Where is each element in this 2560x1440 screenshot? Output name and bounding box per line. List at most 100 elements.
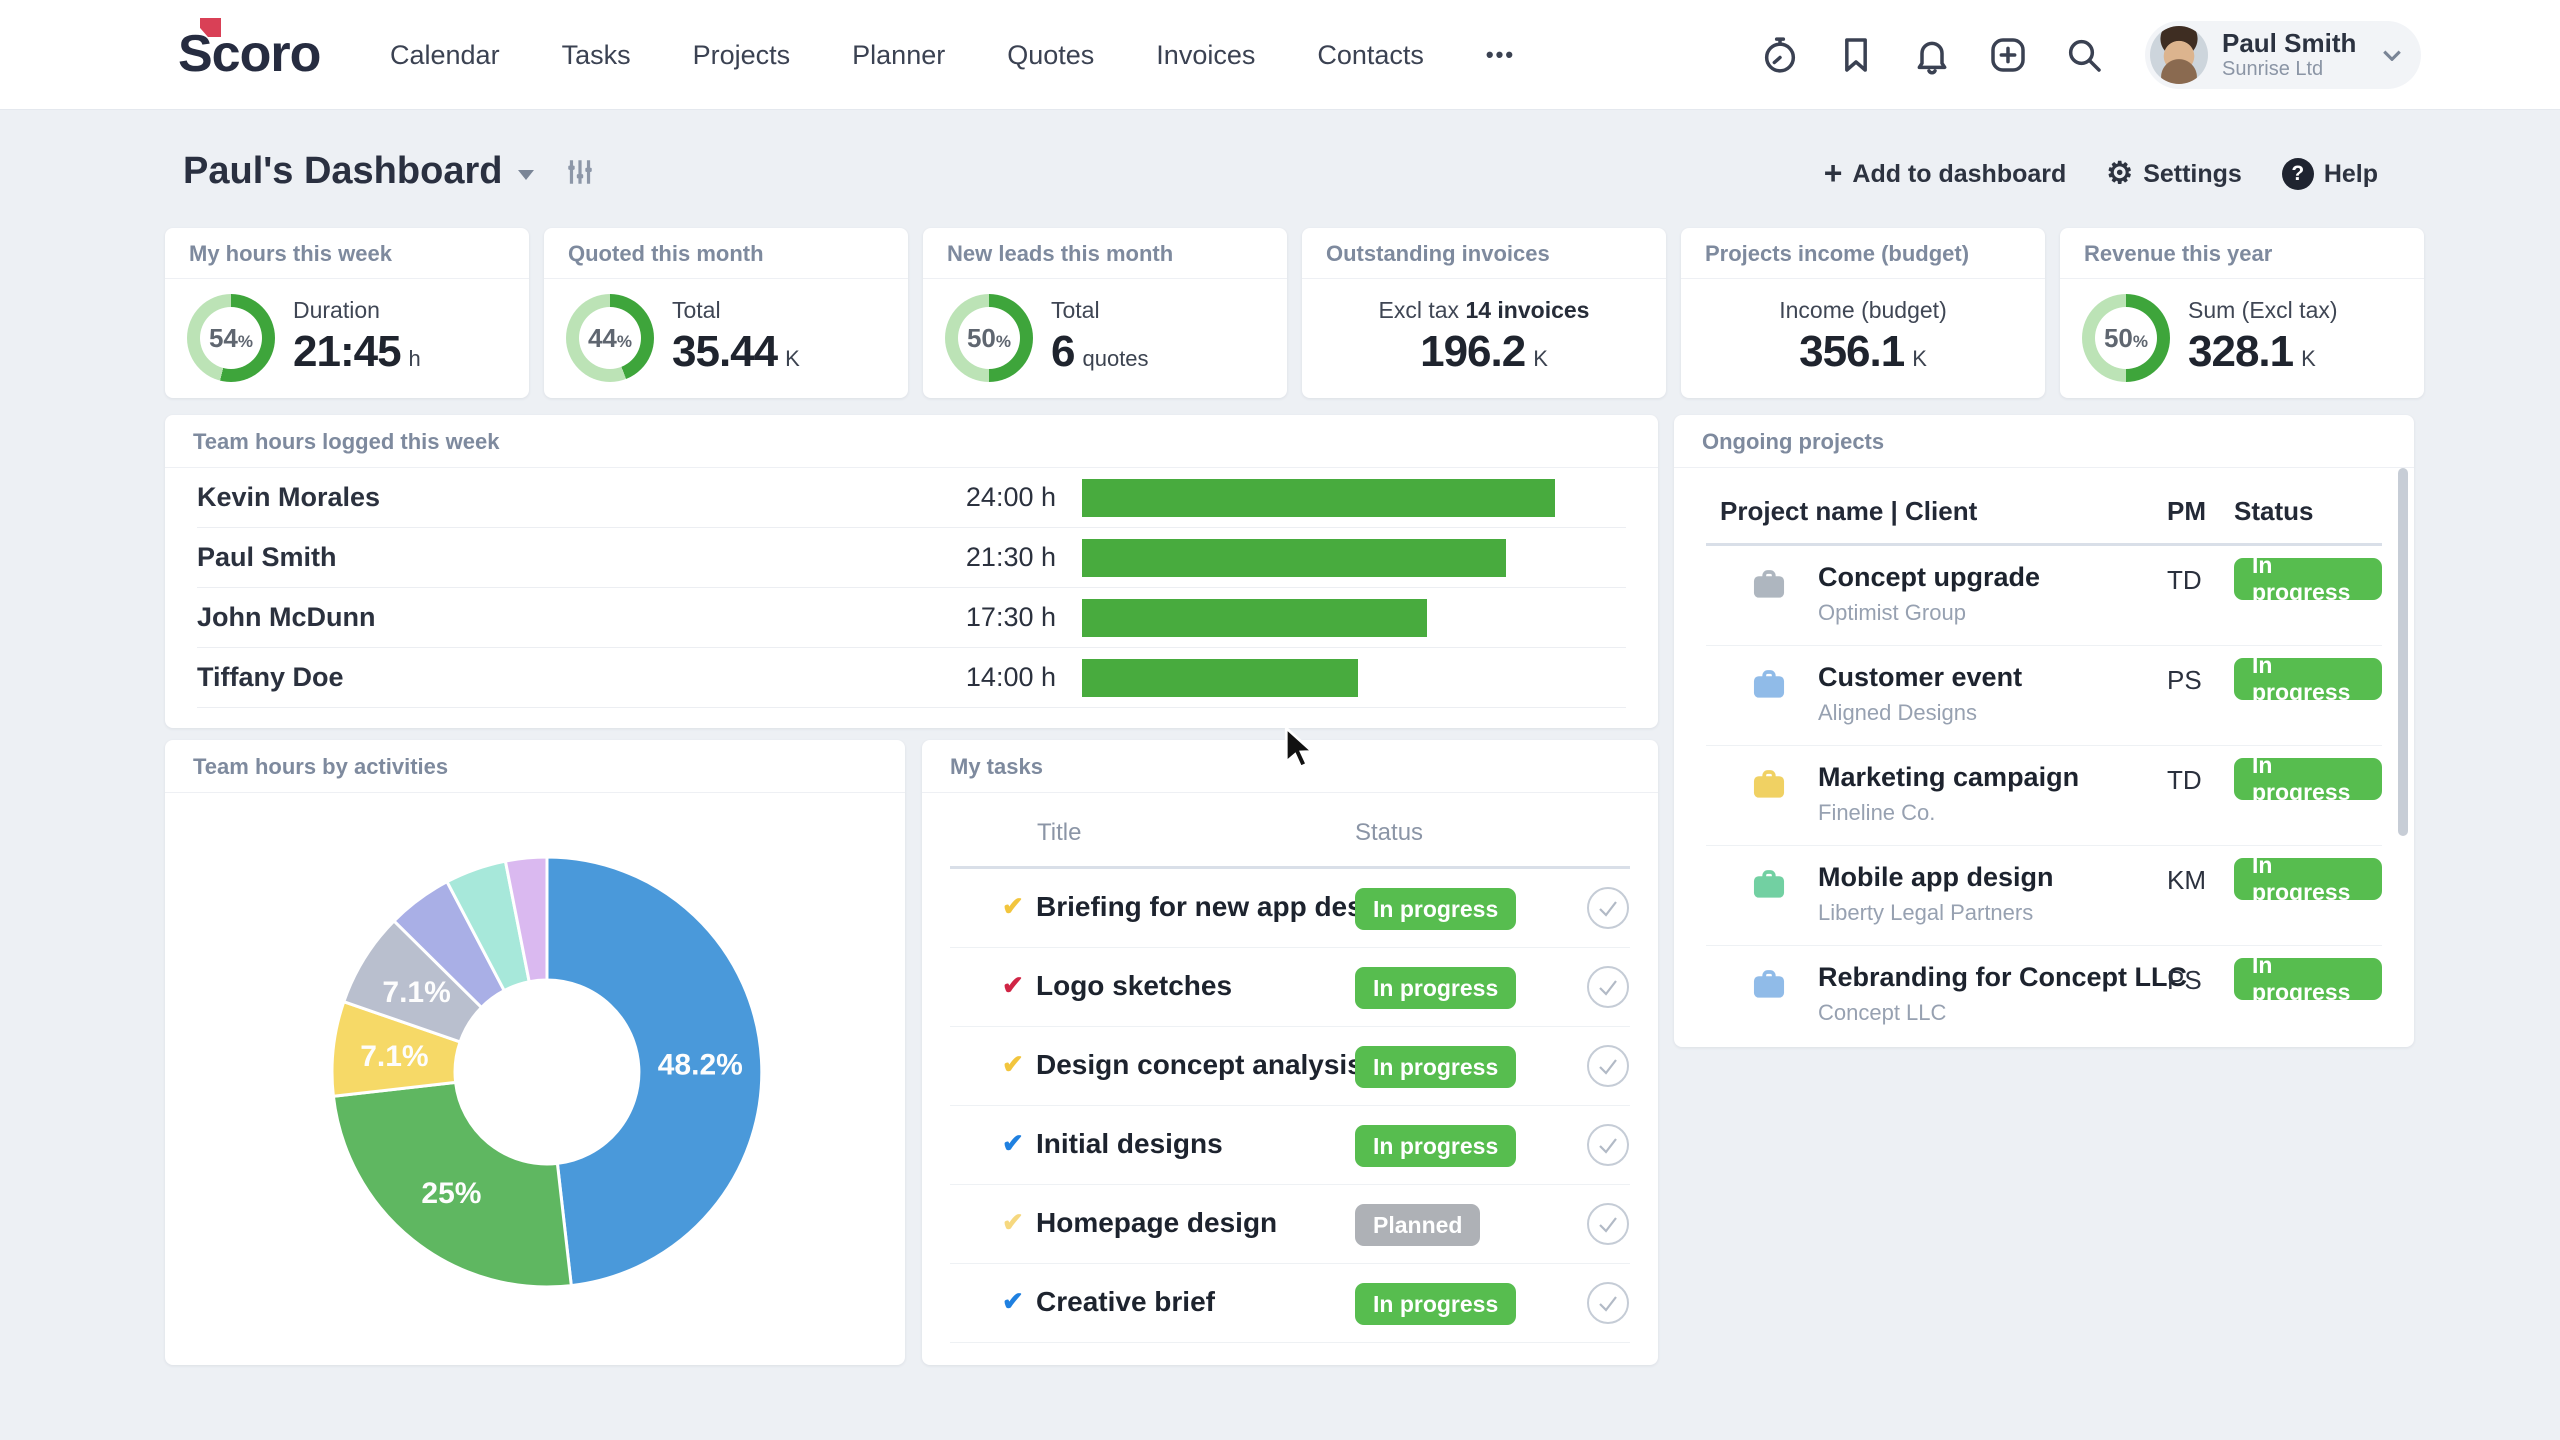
nav-item-calendar[interactable]: Calendar <box>390 39 500 70</box>
nav-item-invoices[interactable]: Invoices <box>1156 39 1256 70</box>
user-company: Sunrise Ltd <box>2222 58 2324 81</box>
metric-label: Income (budget) <box>1779 296 1947 323</box>
member-name: Paul Smith <box>197 542 337 572</box>
metric-value: 6 quotes <box>1051 327 1149 377</box>
project-row[interactable]: Customer event Aligned Designs PS In pro… <box>1706 646 2382 746</box>
scrollbar-thumb[interactable] <box>2398 468 2408 836</box>
task-row[interactable]: ✔ Initial designs In progress <box>950 1106 1630 1185</box>
gear-icon: ⚙ <box>2106 157 2134 190</box>
kpi-card-quoted: Quoted this month 44% Total 35.44 K <box>544 228 908 398</box>
status-badge: Planned <box>1355 1204 1481 1246</box>
dashboard-caret-icon[interactable] <box>518 169 535 180</box>
project-row[interactable]: Marketing campaign Fineline Co. TD In pr… <box>1706 746 2382 846</box>
project-row[interactable]: Concept upgrade Optimist Group TD In pro… <box>1706 546 2382 646</box>
logo-red-flag-icon <box>200 18 221 37</box>
project-name: Customer event <box>1818 662 2023 692</box>
activities-donut-chart: 48.2% 25% 7.1% 7.1% <box>330 855 764 1289</box>
avatar <box>2150 26 2208 84</box>
task-row[interactable]: ✔ Logo sketches In progress <box>950 948 1630 1027</box>
settings-button[interactable]: ⚙ Settings <box>2106 159 2242 189</box>
chevron-down-icon <box>2383 50 2401 61</box>
projects-table-header: Project name | Client PM Status <box>1706 468 2382 546</box>
search-button[interactable] <box>2062 33 2106 77</box>
stopwatch-icon <box>1764 37 1796 73</box>
metric-label: Total <box>672 296 721 323</box>
quick-add-button[interactable] <box>1986 33 2030 77</box>
kpi-card-title: Quoted this month <box>544 228 908 279</box>
team-hours-rows: Kevin Morales 24:00 h Paul Smith 21:30 h… <box>197 468 1626 708</box>
plus-square-icon <box>1991 38 2025 72</box>
project-row[interactable]: Mobile app design Liberty Legal Partners… <box>1706 846 2382 946</box>
column-title: Title <box>1037 819 1082 846</box>
donut-slice <box>545 855 764 1288</box>
mark-done-button[interactable] <box>1586 965 1630 1009</box>
bookmarks-button[interactable] <box>1834 33 1878 77</box>
mark-done-button[interactable] <box>1586 1202 1630 1246</box>
donut-slice <box>331 1080 573 1289</box>
status-badge: In progress <box>1355 1125 1517 1167</box>
mark-done-button[interactable] <box>1586 1281 1630 1325</box>
user-menu[interactable]: Paul Smith Sunrise Ltd <box>2145 21 2421 89</box>
settings-label: Settings <box>2143 159 2242 188</box>
dashboard-filter-button[interactable] <box>564 156 596 188</box>
kpi-card-projects-income: Projects income (budget) Income (budget)… <box>1681 228 2045 398</box>
task-row[interactable]: ✔ Homepage design Planned <box>950 1185 1630 1264</box>
panel-title: Ongoing projects <box>1674 415 2414 468</box>
metric-value: 21:45 h <box>293 327 421 377</box>
nav-item-tasks[interactable]: Tasks <box>561 39 631 70</box>
mark-done-button[interactable] <box>1586 1123 1630 1167</box>
notifications-button[interactable] <box>1910 33 1954 77</box>
search-icon <box>2068 39 2101 72</box>
scoro-logo[interactable]: Scoro <box>178 18 321 88</box>
sliders-icon <box>568 159 593 184</box>
project-client: Aligned Designs <box>1818 700 1977 725</box>
metric-value: 196.2 K <box>1420 327 1548 377</box>
briefcase-icon <box>1753 770 1785 798</box>
bell-icon <box>1917 41 1947 75</box>
nav-item-quotes[interactable]: Quotes <box>1007 39 1095 70</box>
nav-item-contacts[interactable]: Contacts <box>1317 39 1424 70</box>
task-row[interactable]: ✔ Briefing for new app design In progres… <box>950 869 1630 948</box>
ongoing-projects-panel: Ongoing projects Project name | Client P… <box>1674 415 2414 1047</box>
hours-bar <box>1082 598 1427 637</box>
mark-done-button[interactable] <box>1586 886 1630 930</box>
projects-rows: Concept upgrade Optimist Group TD In pro… <box>1706 546 2382 1046</box>
team-hours-row: Tiffany Doe 14:00 h <box>197 648 1626 708</box>
help-button[interactable]: ? Help <box>2281 158 2378 190</box>
member-hours: 14:00 h <box>965 662 1056 692</box>
page-header: Paul's Dashboard <box>183 150 596 193</box>
task-row[interactable]: ✔ Creative brief In progress <box>950 1264 1630 1343</box>
user-name: Paul Smith <box>2222 27 2357 58</box>
nav-item-planner[interactable]: Planner <box>852 39 946 70</box>
nav-more-button[interactable]: ••• <box>1485 42 1516 67</box>
task-title: Creative brief <box>1036 1286 1215 1317</box>
donut-slice-label: 7.1% <box>360 1040 428 1073</box>
topbar-icons <box>1758 0 2106 110</box>
status-badge: In progress <box>2234 652 2382 705</box>
donut-slice <box>503 855 549 984</box>
task-title: Logo sketches <box>1036 970 1233 1001</box>
task-check-icon: ✔ <box>1002 1207 1024 1237</box>
add-to-dashboard-button[interactable]: + Add to dashboard <box>1824 157 2067 189</box>
tasks-rows: ✔ Briefing for new app design In progres… <box>950 869 1630 1343</box>
task-title: Initial designs <box>1036 1128 1223 1159</box>
panel-title: Team hours by activities <box>165 740 905 793</box>
project-row[interactable]: Rebranding for Concept LLC Concept LLC P… <box>1706 946 2382 1046</box>
column-status: Status <box>2234 496 2314 526</box>
nav-item-projects[interactable]: Projects <box>692 39 791 70</box>
donut-slice-label: 7.1% <box>382 976 450 1009</box>
task-check-icon: ✔ <box>1002 891 1024 921</box>
column-status: Status <box>1355 819 1424 846</box>
project-name: Concept upgrade <box>1818 562 2041 592</box>
team-hours-row: Paul Smith 21:30 h <box>197 528 1626 588</box>
panel-title: Team hours logged this week <box>165 415 1658 468</box>
mark-done-button[interactable] <box>1586 1044 1630 1088</box>
member-hours: 21:30 h <box>965 542 1056 572</box>
time-tracker-button[interactable] <box>1758 33 1802 77</box>
project-pm: KM <box>2167 865 2206 895</box>
add-to-dashboard-label: Add to dashboard <box>1852 159 2067 188</box>
member-name: John McDunn <box>197 602 376 632</box>
briefcase-icon <box>1753 570 1785 598</box>
task-row[interactable]: ✔ Design concept analysis In progress <box>950 1027 1630 1106</box>
progress-ring: 54% <box>187 294 275 382</box>
